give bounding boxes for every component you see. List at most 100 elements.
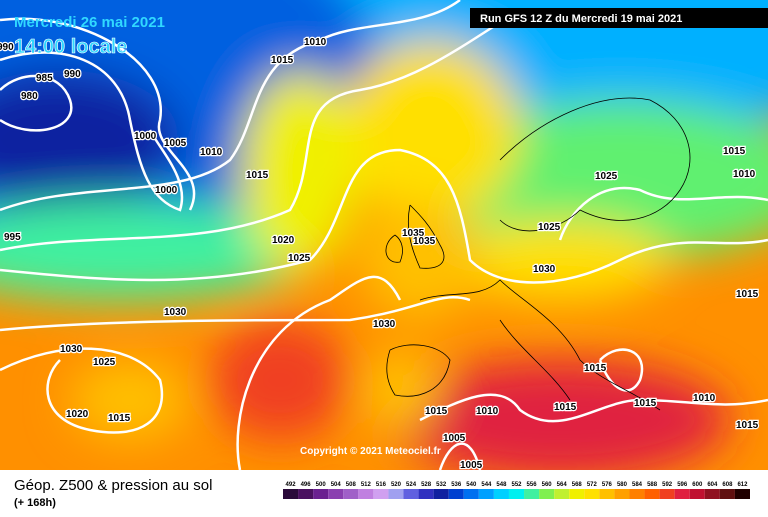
isobar-label: 1025 bbox=[538, 222, 561, 233]
legend-swatch bbox=[493, 489, 509, 499]
legend-swatch bbox=[328, 489, 344, 499]
legend-label: 504 bbox=[331, 482, 342, 488]
coastlines bbox=[385, 97, 691, 411]
isobar-label: 1005 bbox=[164, 138, 187, 149]
isobar-label: 1035 bbox=[402, 228, 425, 239]
legend-label: 520 bbox=[391, 482, 402, 488]
isobar-label: 1010 bbox=[304, 37, 327, 48]
isobar-label: 1005 bbox=[460, 460, 483, 471]
legend-label: 508 bbox=[346, 482, 357, 488]
isobar-label: 1020 bbox=[66, 409, 89, 420]
legend-label: 496 bbox=[301, 482, 312, 488]
legend-swatch bbox=[298, 489, 314, 499]
isobar-label: 1015 bbox=[736, 289, 759, 300]
legend-label: 592 bbox=[662, 482, 673, 488]
isobar-label: 1025 bbox=[93, 357, 116, 368]
legend-label: 540 bbox=[466, 482, 477, 488]
legend-swatch bbox=[388, 489, 404, 499]
legend-swatch bbox=[343, 489, 359, 499]
legend-label: 556 bbox=[527, 482, 538, 488]
legend-swatch bbox=[629, 489, 645, 499]
legend-swatch bbox=[524, 489, 540, 499]
isobar-label: 990 bbox=[0, 42, 14, 53]
isobar-label: 980 bbox=[21, 91, 38, 102]
legend-label: 544 bbox=[481, 482, 492, 488]
isobar-label: 1015 bbox=[723, 146, 746, 157]
legend-label: 608 bbox=[722, 482, 733, 488]
local-time: 14:00 locale bbox=[14, 36, 127, 58]
run-box bbox=[470, 8, 768, 28]
isobars bbox=[0, 0, 768, 470]
color-legend: 492 496 500 504 508 512 516 520 524 528 532 536 540 5… bbox=[283, 482, 750, 499]
legend-swatch bbox=[674, 489, 690, 499]
isobar-label: 990 bbox=[64, 69, 81, 80]
isobar-label: 1015 bbox=[584, 363, 607, 374]
legend-swatch bbox=[478, 489, 494, 499]
legend-label: 532 bbox=[436, 482, 447, 488]
legend-label: 492 bbox=[286, 482, 297, 488]
legend-label: 584 bbox=[632, 482, 643, 488]
legend-label: 552 bbox=[511, 482, 522, 488]
isobar-label: 1030 bbox=[164, 307, 187, 318]
geopotential-field bbox=[0, 0, 768, 470]
isobar-label: 1010 bbox=[733, 169, 756, 180]
legend-swatch bbox=[373, 489, 389, 499]
legend-label: 548 bbox=[496, 482, 507, 488]
legend-label: 536 bbox=[451, 482, 462, 488]
legend-label: 512 bbox=[361, 482, 372, 488]
legend-label: 568 bbox=[572, 482, 583, 488]
isobar-label: 1015 bbox=[736, 420, 759, 431]
legend-swatch bbox=[508, 489, 525, 499]
legend-label: 576 bbox=[602, 482, 613, 488]
isobar-label: 1030 bbox=[373, 319, 396, 330]
run-info: Run GFS 12 Z du Mercredi 19 mai 2021 bbox=[480, 13, 682, 25]
legend-swatch bbox=[313, 489, 329, 499]
date: Mercredi 26 mai 2021 bbox=[14, 14, 165, 31]
legend-label: 596 bbox=[677, 482, 688, 488]
legend-swatch bbox=[358, 489, 374, 499]
legend-label: 580 bbox=[617, 482, 628, 488]
isobar-label: 1015 bbox=[554, 402, 577, 413]
isobar-label: 1010 bbox=[200, 147, 223, 158]
legend-swatch bbox=[283, 489, 299, 499]
legend-swatch bbox=[418, 489, 434, 499]
legend-label: 600 bbox=[692, 482, 703, 488]
isobar-label: 1010 bbox=[693, 393, 716, 404]
isobar-label: 1030 bbox=[533, 264, 556, 275]
copyright: Copyright © 2021 Meteociel.fr bbox=[300, 446, 441, 457]
isobar-label: 1025 bbox=[288, 253, 311, 264]
legend-swatch bbox=[719, 489, 735, 499]
legend-label: 604 bbox=[707, 482, 718, 488]
legend-swatch bbox=[539, 489, 555, 499]
isobar-label: 985 bbox=[36, 73, 53, 84]
legend-label: 528 bbox=[421, 482, 432, 488]
legend-swatch bbox=[584, 489, 600, 499]
isobar-label: 1015 bbox=[271, 55, 294, 66]
isobar-label: 1035 bbox=[413, 236, 436, 247]
legend-swatch bbox=[554, 489, 570, 499]
legend-swatch bbox=[463, 489, 479, 499]
legend-label: 500 bbox=[316, 482, 327, 488]
legend-swatch bbox=[689, 489, 705, 499]
legend-swatch bbox=[448, 489, 464, 499]
isobar-label: 1010 bbox=[476, 406, 499, 417]
isobar-label: 1015 bbox=[425, 406, 448, 417]
isobar-labels: 990 985 990 980 1000 1005 1010 1000 1015 995 1020 1… bbox=[0, 36, 760, 473]
legend-swatch bbox=[734, 489, 750, 499]
isobar-label: 1015 bbox=[108, 413, 131, 424]
legend-label: 612 bbox=[737, 482, 748, 488]
legend-swatch bbox=[569, 489, 585, 499]
legend-label: 516 bbox=[376, 482, 387, 488]
legend-label: 564 bbox=[557, 482, 568, 488]
isobar-label: 1020 bbox=[272, 235, 295, 246]
isobar-label: 995 bbox=[4, 232, 21, 243]
product-title: Géop. Z500 & pression au sol bbox=[14, 477, 212, 494]
legend-label: 572 bbox=[587, 482, 598, 488]
legend-swatch bbox=[433, 489, 449, 499]
legend-swatch bbox=[403, 489, 419, 499]
legend-swatch bbox=[659, 489, 675, 499]
legend-label: 588 bbox=[647, 482, 658, 488]
legend-swatch bbox=[704, 489, 720, 499]
